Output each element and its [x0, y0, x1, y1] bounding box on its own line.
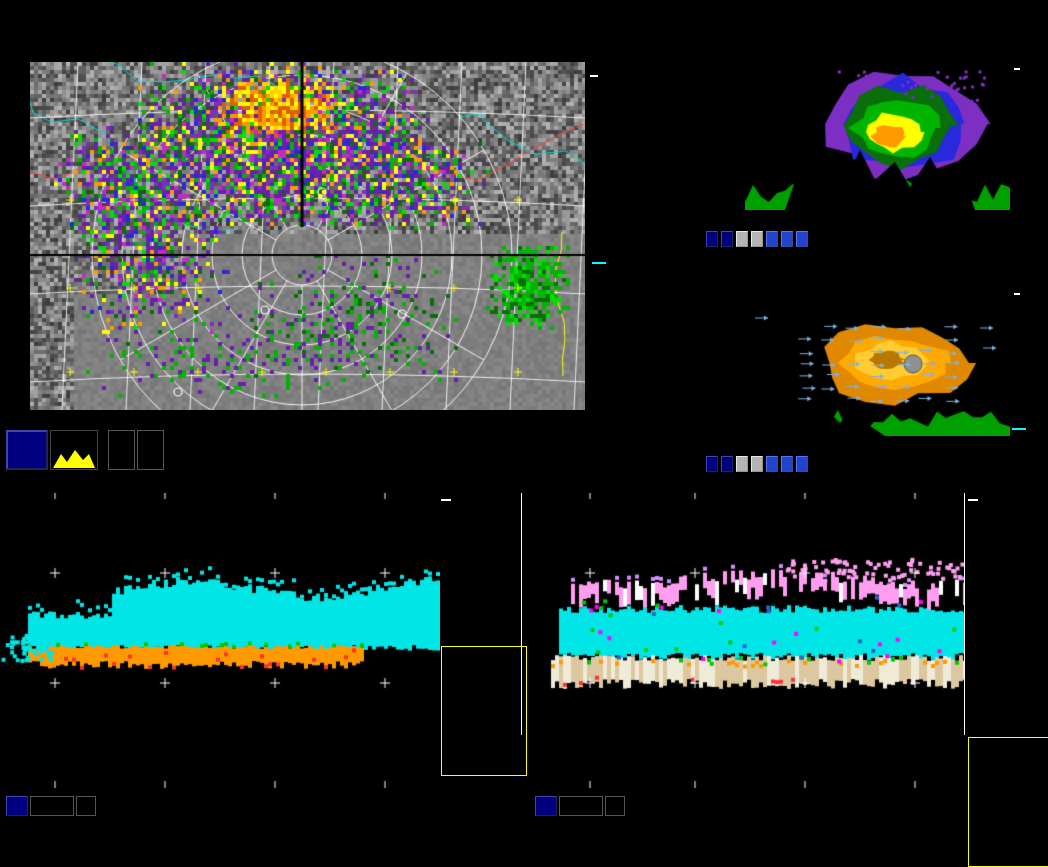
- maxdz-colorbar: [590, 64, 654, 83]
- wpd-rhi-canvas[interactable]: [0, 493, 440, 788]
- zebra-logo-button[interactable]: [6, 796, 28, 816]
- wpd-legend: [441, 497, 525, 506]
- radar-composite-map-canvas[interactable]: [30, 62, 585, 410]
- cross-section-1-controls: [706, 231, 808, 247]
- wind-vector-icon: [1012, 427, 1026, 430]
- view-3d-button-1[interactable]: [781, 456, 793, 472]
- cross-section-2-colorbar: [1014, 281, 1048, 300]
- ronsard-button[interactable]: [736, 231, 748, 247]
- mountain-icon: [53, 450, 95, 468]
- target-button[interactable]: [108, 430, 135, 470]
- grid-button[interactable]: [76, 796, 96, 816]
- panel-divider: [964, 493, 965, 735]
- cross-section-2-controls: [706, 456, 808, 472]
- wind-scale: [590, 256, 652, 270]
- grid-button[interactable]: [137, 430, 164, 470]
- map-toolbar: [6, 430, 164, 470]
- radar-info-box: [968, 737, 1048, 867]
- topo-button[interactable]: [721, 456, 733, 472]
- colorbar-title: [1014, 68, 1020, 70]
- symbols-button[interactable]: [559, 796, 603, 816]
- track-legend: [590, 256, 652, 270]
- radar-info-box: [441, 646, 527, 776]
- legend-title: [441, 499, 451, 501]
- y-axis-ticks: [714, 296, 740, 408]
- view-3d-button-2[interactable]: [796, 456, 808, 472]
- pd-rhi-canvas[interactable]: [535, 493, 965, 788]
- view-3d-button-2[interactable]: [796, 231, 808, 247]
- zebra-logo-button[interactable]: [6, 430, 48, 470]
- cross-section-1-colorbar: [1014, 56, 1048, 75]
- latitude-axis: [0, 60, 28, 410]
- colorbar-title: [1014, 293, 1020, 295]
- zebra-logo-button[interactable]: [706, 456, 718, 472]
- main-map-panel[interactable]: [30, 62, 585, 410]
- grid-button[interactable]: [605, 796, 625, 816]
- zebra-logo-button[interactable]: [706, 231, 718, 247]
- mt-lema-button[interactable]: [751, 231, 763, 247]
- symbols-button[interactable]: [30, 796, 74, 816]
- w-vectors-cross-section-canvas[interactable]: [745, 288, 1010, 436]
- y-axis-ticks: [714, 70, 740, 182]
- colorbar-title: [590, 75, 598, 77]
- ronsard-button[interactable]: [736, 456, 748, 472]
- topo-button[interactable]: [721, 231, 733, 247]
- mt-lema-button[interactable]: [751, 456, 763, 472]
- topo-button[interactable]: [50, 430, 98, 470]
- s-pol-button[interactable]: [766, 456, 778, 472]
- s-pol-button[interactable]: [766, 231, 778, 247]
- zebra-logo-button[interactable]: [535, 796, 557, 816]
- panel-divider: [521, 493, 522, 735]
- view-3d-button-1[interactable]: [781, 231, 793, 247]
- pd-legend: [968, 497, 1046, 506]
- maxdz-cross-section-canvas[interactable]: [745, 62, 1010, 210]
- zebra-radar-display: [0, 56, 1048, 867]
- wind-vector-icon: [592, 261, 606, 264]
- wind-scale: [1012, 424, 1029, 433]
- legend-title: [968, 499, 978, 501]
